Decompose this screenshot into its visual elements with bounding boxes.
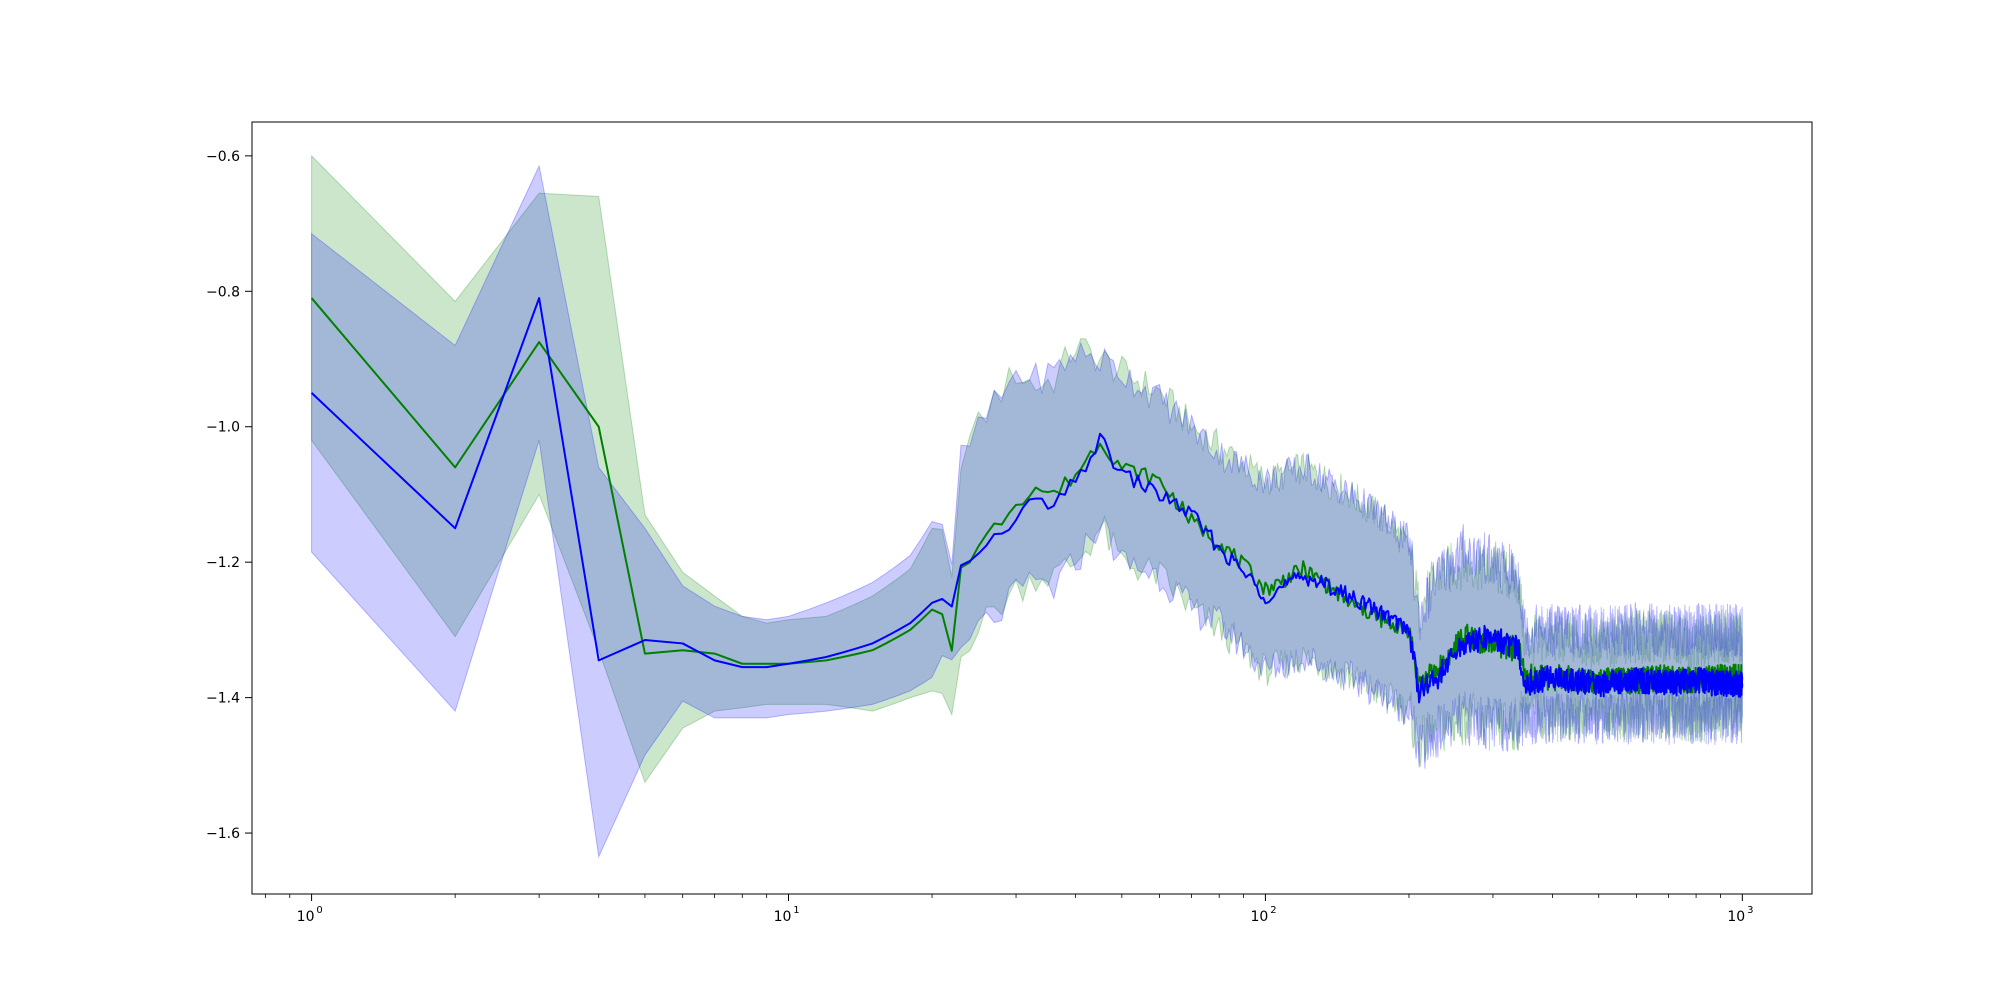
series-lines: [310, 297, 1744, 704]
y-axis: −0.6 −0.8 −1.0 −1.2 −1.4 −1.6: [206, 149, 252, 842]
x-tick-exponent: 2: [1270, 905, 1276, 916]
x-axis: 10 0 10 1 10 2 10 3: [264, 894, 1753, 925]
x-tick-label: 10: [774, 909, 792, 925]
y-tick-label: −1.4: [206, 691, 240, 707]
confidence-bands: [311, 154, 1743, 859]
y-tick-label: −1.0: [206, 420, 240, 436]
series-2-line: [310, 297, 1744, 704]
x-tick-exponent: 0: [316, 905, 322, 916]
series-1-band: [311, 154, 1743, 784]
x-tick-label: 10: [1250, 909, 1268, 925]
x-tick-exponent: 3: [1747, 905, 1753, 916]
series-2-band: [311, 164, 1743, 859]
y-tick-label: −1.6: [206, 826, 240, 842]
x-tick-label: 10: [297, 909, 315, 925]
x-tick-label: 10: [1727, 909, 1745, 925]
plot-frame: [251, 121, 1813, 895]
y-tick-label: −1.2: [206, 555, 240, 571]
y-tick-label: −0.6: [206, 149, 240, 165]
y-tick-label: −0.8: [206, 284, 240, 300]
x-tick-exponent: 1: [793, 905, 799, 916]
